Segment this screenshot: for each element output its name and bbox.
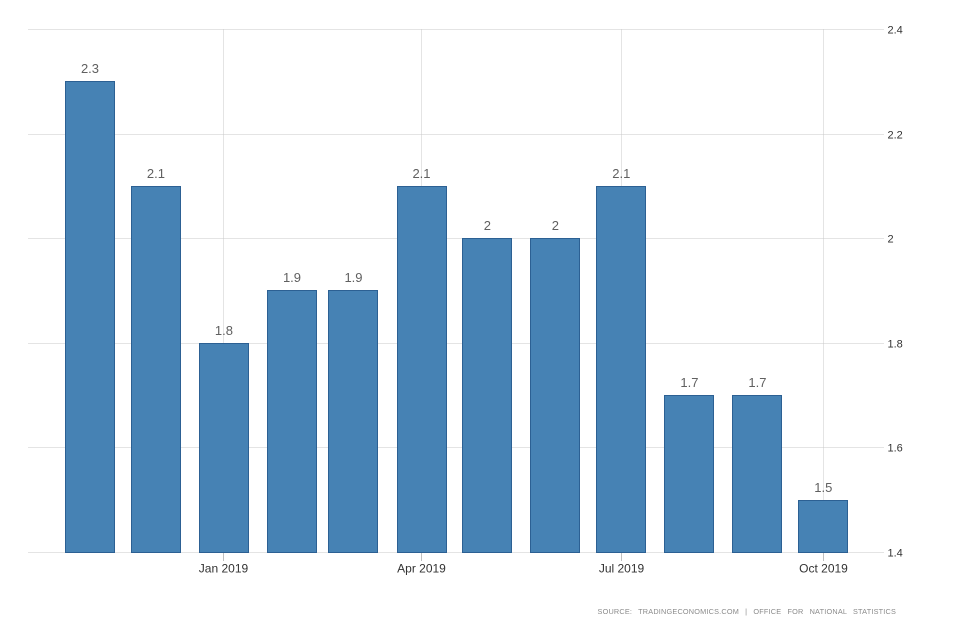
svg-text:2.2: 2.2 bbox=[888, 130, 903, 142]
svg-text:2.4: 2.4 bbox=[888, 25, 903, 37]
svg-text:1.4: 1.4 bbox=[888, 548, 903, 560]
svg-text:2: 2 bbox=[484, 218, 491, 233]
svg-text:Apr 2019: Apr 2019 bbox=[397, 562, 446, 576]
svg-text:1.7: 1.7 bbox=[680, 375, 698, 390]
svg-text:2: 2 bbox=[888, 234, 894, 246]
svg-text:2.1: 2.1 bbox=[147, 166, 165, 181]
svg-text:1.7: 1.7 bbox=[748, 375, 766, 390]
svg-text:1.8: 1.8 bbox=[888, 339, 903, 351]
svg-text:1.9: 1.9 bbox=[344, 270, 362, 285]
svg-text:SOURCE: TRADINGECONOMICS.COM |: SOURCE: TRADINGECONOMICS.COM | OFFICE FO… bbox=[598, 607, 897, 616]
svg-text:2.1: 2.1 bbox=[412, 166, 430, 181]
svg-text:Jan 2019: Jan 2019 bbox=[199, 562, 249, 576]
svg-text:Oct 2019: Oct 2019 bbox=[799, 562, 848, 576]
svg-text:2.1: 2.1 bbox=[612, 166, 630, 181]
svg-text:1.5: 1.5 bbox=[814, 480, 832, 495]
svg-text:1.6: 1.6 bbox=[888, 443, 903, 455]
svg-text:2: 2 bbox=[552, 218, 559, 233]
svg-text:1.9: 1.9 bbox=[283, 270, 301, 285]
svg-text:Jul 2019: Jul 2019 bbox=[599, 562, 645, 576]
svg-text:2.3: 2.3 bbox=[81, 61, 99, 76]
svg-text:1.8: 1.8 bbox=[215, 323, 233, 338]
